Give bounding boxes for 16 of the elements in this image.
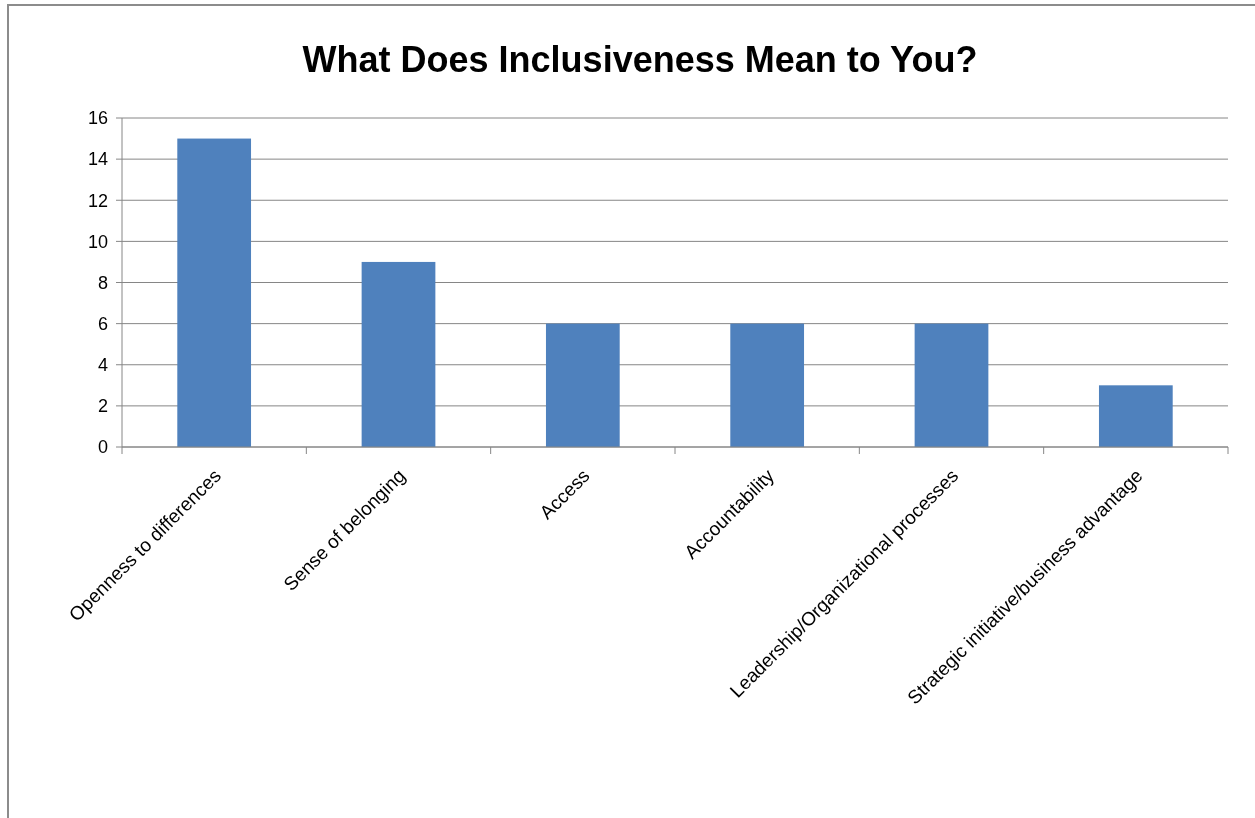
y-tick-label: 0 bbox=[97, 437, 108, 458]
bar bbox=[361, 261, 436, 447]
bar bbox=[914, 323, 989, 447]
y-tick-label: 6 bbox=[97, 313, 108, 334]
y-tick-label: 12 bbox=[87, 190, 108, 211]
bar bbox=[545, 323, 620, 447]
chart-title: What Does Inclusiveness Mean to You? bbox=[302, 39, 978, 80]
y-tick-label: 16 bbox=[87, 108, 108, 129]
y-tick-label: 2 bbox=[97, 396, 108, 417]
y-tick-label: 4 bbox=[97, 355, 108, 376]
y-tick-label: 14 bbox=[87, 149, 108, 170]
y-tick-label: 10 bbox=[87, 231, 108, 252]
y-tick-label: 8 bbox=[97, 272, 108, 293]
bar bbox=[177, 138, 252, 447]
bar bbox=[1098, 385, 1173, 447]
bar bbox=[730, 323, 805, 447]
